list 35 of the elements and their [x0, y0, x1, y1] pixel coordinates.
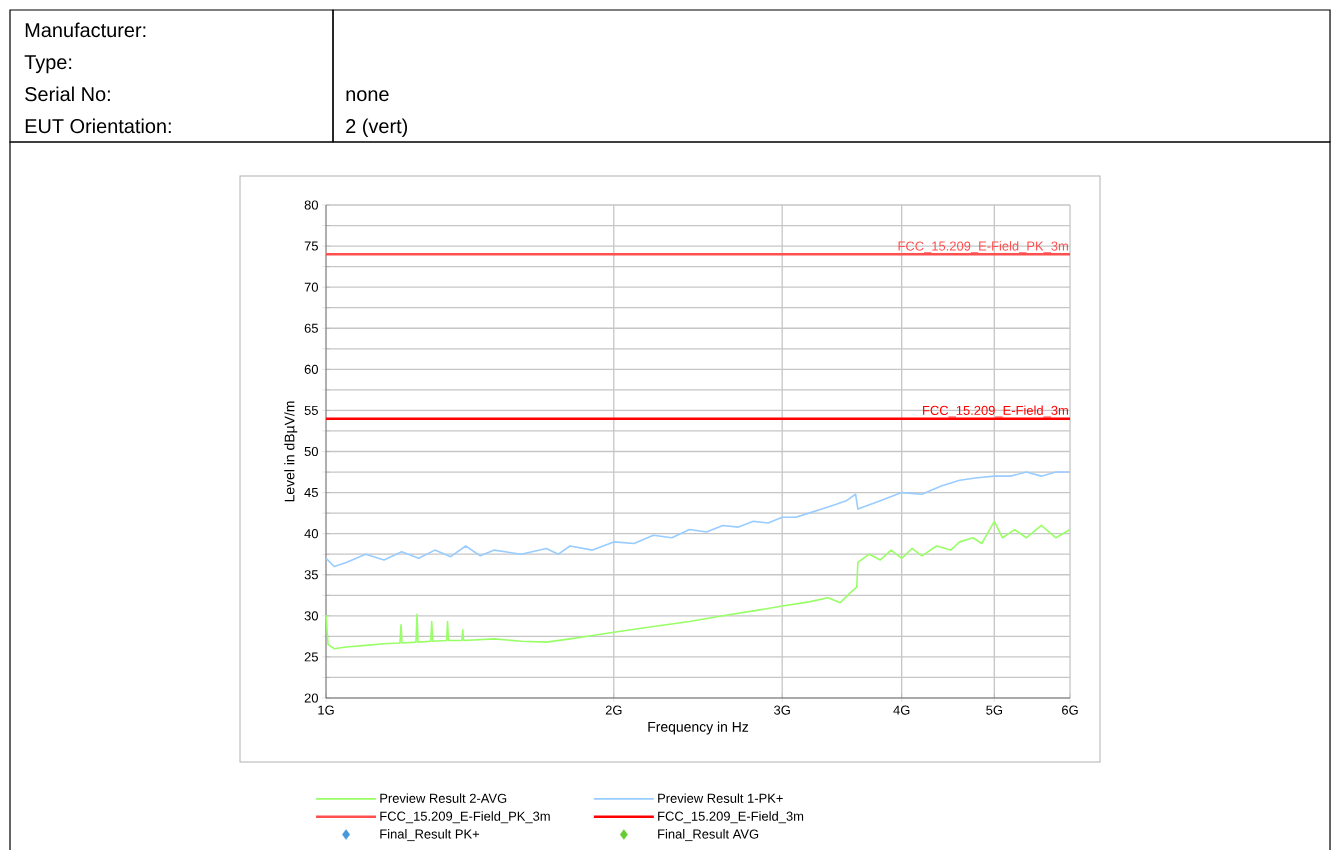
legend-label: Preview Result 2-AVG — [380, 793, 507, 803]
y-tick-label: 65 — [304, 323, 318, 333]
x-tick-label: 1G — [318, 705, 334, 715]
y-tick-label: 30 — [304, 611, 319, 621]
legend-label: Final_Result PK+ — [380, 829, 480, 842]
legend-label: Final_Result AVG — [658, 829, 759, 842]
y-tick-label: 70 — [304, 282, 319, 292]
text: 2 (vert) — [346, 118, 408, 138]
y-tick-label: 60 — [304, 364, 319, 374]
x-tick-label: 2G — [605, 705, 622, 715]
text: Type: — [24, 55, 72, 74]
y-axis-title: Level in dBµV/m — [284, 401, 298, 502]
text: FCC_15.209_E-Field_PK_3m — [380, 811, 550, 824]
y-tick-label: 55 — [304, 405, 318, 415]
legend-label: Preview Result 1-PK+ — [658, 793, 783, 803]
y-tick-label: 45 — [304, 488, 318, 498]
y-tick-label: 40 — [304, 529, 319, 539]
x-axis-title: Frequency in Hz — [648, 721, 749, 735]
x-tick-label: 6G — [1062, 705, 1078, 715]
ref-line-label: FCC_15.209_E-Field_PK_3m — [898, 241, 1068, 254]
y-tick-label: 35 — [304, 570, 318, 580]
text: EUT Orientation: — [25, 118, 171, 134]
y-tick-label: 25 — [304, 652, 318, 662]
y-tick-label: 75 — [304, 241, 318, 251]
y-tick-label: 50 — [304, 446, 319, 457]
text: none — [346, 90, 389, 102]
x-tick-label: 5G — [986, 705, 1002, 715]
text: Manufacturer: — [25, 22, 146, 38]
y-tick-label: 80 — [304, 200, 319, 210]
text: FCC_15.209_E-Field_3m — [658, 811, 804, 824]
ref-line-label: FCC_15.209_E-Field_3m — [923, 405, 1068, 418]
text: Serial No: — [25, 86, 110, 102]
y-tick-label: 20 — [304, 693, 319, 703]
x-tick-label: 4G — [893, 705, 910, 715]
x-tick-label: 3G — [774, 705, 790, 715]
